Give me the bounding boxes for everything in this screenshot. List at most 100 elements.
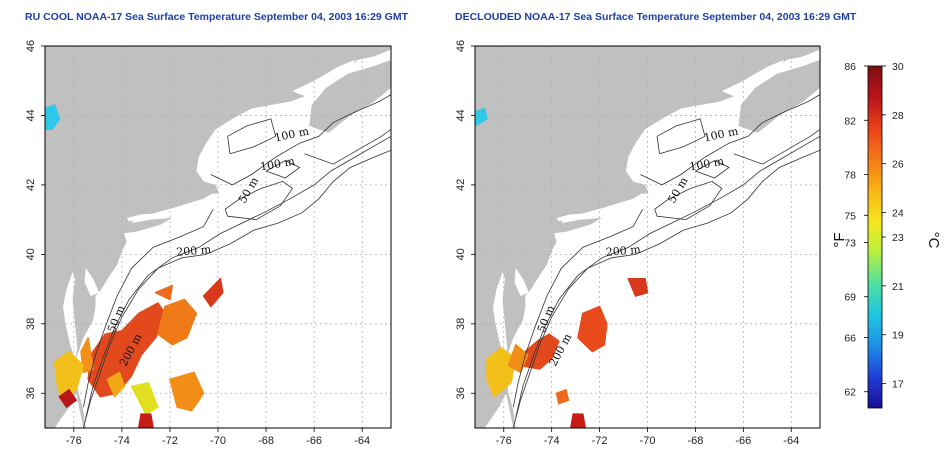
depth-contour-5 <box>733 128 820 165</box>
celsius-tick-label: 24 <box>892 208 904 220</box>
latitude-tick-label: 40 <box>25 248 37 260</box>
latitude-tick-label: 46 <box>25 40 37 52</box>
water-body-4 <box>292 59 355 99</box>
latitude-tick-label: 44 <box>455 109 467 121</box>
latitude-tick-label: 38 <box>455 318 467 330</box>
depth-contour-0 <box>83 149 391 428</box>
celsius-tick-label: 23 <box>892 232 904 244</box>
sst-patch-4 <box>80 336 94 374</box>
celsius-ticks: 30 28 26 24 23 21 19 17 <box>882 61 904 391</box>
contour-label: 100 m <box>688 155 725 174</box>
longitude-tick-label: -76 <box>496 435 512 447</box>
depth-contour-1 <box>515 135 820 418</box>
sst-patch-7 <box>169 371 205 412</box>
sst-patch-7 <box>475 107 488 127</box>
water-body-2 <box>126 212 170 222</box>
sst-patch-3 <box>154 284 174 301</box>
land-polygon-0 <box>45 46 391 428</box>
land-mass <box>475 46 820 428</box>
sst-patches <box>45 104 224 428</box>
longitude-tick-label: -64 <box>783 435 799 447</box>
water-body-0 <box>493 271 508 361</box>
depth-contour-2 <box>83 209 214 408</box>
longitude-tick-label: -66 <box>735 435 751 447</box>
water-body-2 <box>556 212 600 222</box>
latitude-axis: 36 38 40 42 44 46 <box>455 40 475 399</box>
sst-patch-8 <box>130 382 159 415</box>
fahrenheit-tick-label: 66 <box>844 332 856 344</box>
water-body-1 <box>514 268 529 296</box>
celsius-tick-label: 19 <box>892 330 904 342</box>
colorbar-bar <box>867 65 883 409</box>
celsius-tick-label: 26 <box>892 159 904 171</box>
latitude-tick-label: 36 <box>455 387 467 399</box>
celsius-unit-label: °C <box>925 232 942 249</box>
land-polygon-2 <box>121 217 173 234</box>
longitude-tick-label: -64 <box>354 435 370 447</box>
depth-contour-1 <box>85 135 391 418</box>
celsius-tick-label: 30 <box>892 61 904 73</box>
bathymetry-contours <box>512 94 820 428</box>
sst-patch-6 <box>58 389 77 408</box>
latitude-tick-label: 36 <box>25 387 37 399</box>
celsius-tick-label: 17 <box>892 379 904 391</box>
latitude-tick-label: 40 <box>455 248 467 260</box>
fahrenheit-tick-label: 69 <box>844 292 856 304</box>
longitude-tick-label: -72 <box>592 435 608 447</box>
longitude-tick-label: -68 <box>687 435 703 447</box>
latitude-tick-label: 38 <box>25 318 37 330</box>
fahrenheit-tick-label: 73 <box>844 237 856 249</box>
longitude-tick-label: -76 <box>66 435 82 447</box>
contour-label: 200 m <box>176 243 212 259</box>
sst-patch-5 <box>570 413 586 428</box>
latitude-axis: 36 38 40 42 44 46 <box>25 40 45 399</box>
lat-lon-grid <box>45 46 391 428</box>
fahrenheit-tick-label: 86 <box>844 61 856 73</box>
sst-patch-9 <box>137 413 154 428</box>
latitude-tick-label: 44 <box>25 109 37 121</box>
left-panel-title: RU COOL NOAA-17 Sea Surface Temperature … <box>25 11 409 23</box>
celsius-tick-label: 21 <box>892 281 904 293</box>
depth-contour-2 <box>512 209 644 408</box>
water-body-3 <box>54 393 84 428</box>
latitude-tick-label: 42 <box>25 179 37 191</box>
fahrenheit-ticks: 86 82 78 75 73 69 66 62 <box>844 61 868 399</box>
sst-patch-2 <box>627 277 649 297</box>
temperature-colorbar: 86 82 78 75 73 69 66 62 30 28 26 24 23 21 19 17 °F °C <box>831 61 942 409</box>
sst-patch-10 <box>106 371 126 398</box>
latitude-tick-label: 46 <box>455 40 467 52</box>
land-polygon-1 <box>309 59 391 133</box>
land-polygon-2 <box>551 217 602 234</box>
land-polygon-1 <box>738 59 820 133</box>
longitude-tick-label: -70 <box>210 435 226 447</box>
sst-patch-1 <box>577 305 608 353</box>
sst-patch-1 <box>157 298 198 346</box>
sst-patch-3 <box>486 347 517 398</box>
sst-patch-6 <box>555 389 570 405</box>
sst-patch-11 <box>45 104 61 131</box>
sst-patches <box>475 107 649 428</box>
depth-contour-0 <box>512 149 820 428</box>
depth-contour-3 <box>654 180 723 221</box>
depth-contour-3 <box>224 180 294 221</box>
depth-contour-7 <box>265 160 301 179</box>
longitude-tick-label: -74 <box>544 435 560 447</box>
right-panel-title: DECLOUDED NOAA-17 Sea Surface Temperatur… <box>455 11 857 23</box>
fahrenheit-unit-label: °F <box>831 232 848 247</box>
lat-lon-grid <box>475 46 820 428</box>
longitude-tick-label: -68 <box>258 435 274 447</box>
latitude-tick-label: 42 <box>455 179 467 191</box>
land-polygon-0 <box>475 46 820 428</box>
fahrenheit-tick-label: 62 <box>844 387 856 399</box>
water-body-3 <box>484 393 514 428</box>
depth-contour-5 <box>304 128 391 165</box>
fahrenheit-tick-label: 78 <box>844 170 856 182</box>
depth-contour-6 <box>656 118 706 155</box>
water-body-0 <box>63 271 78 361</box>
contour-label: 200 m <box>605 243 641 259</box>
fahrenheit-tick-label: 82 <box>844 115 856 127</box>
depth-contour-4 <box>210 94 391 186</box>
longitude-axis: -76 -74 -72 -70 -68 -66 -64 <box>66 428 370 447</box>
